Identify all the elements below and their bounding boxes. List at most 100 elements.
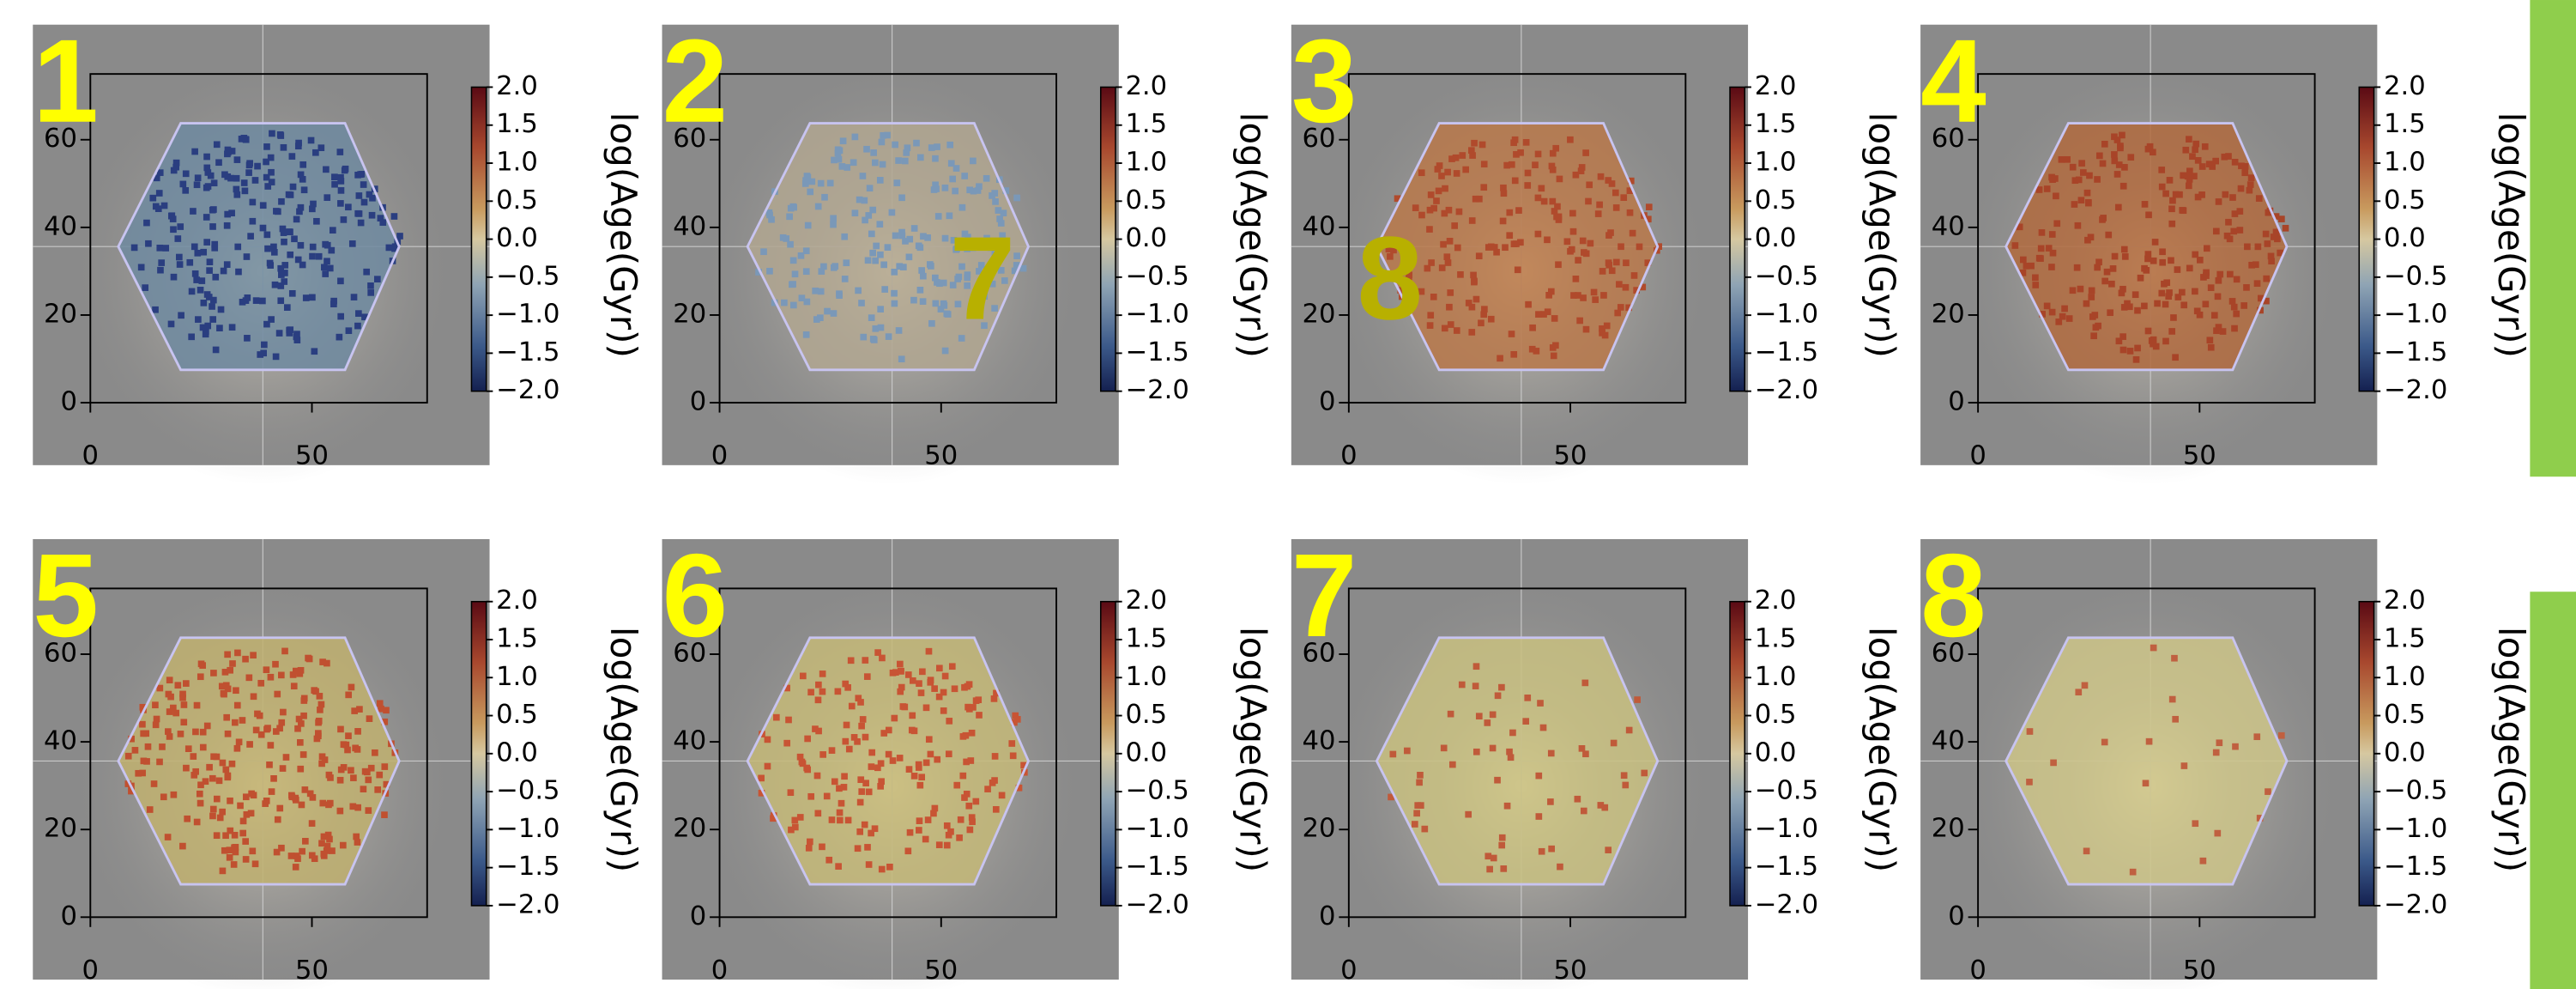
spaxel [2163, 279, 2170, 286]
spaxel [158, 259, 165, 266]
spaxel [337, 277, 344, 284]
spaxel [321, 834, 328, 840]
colorbar-tick-label: −2.0 [496, 889, 559, 919]
spaxel [837, 817, 844, 824]
spaxel [879, 866, 886, 873]
spaxel [156, 759, 163, 766]
spaxel [214, 754, 221, 761]
spaxel [840, 137, 847, 144]
colorbar-tick-label: −0.5 [1125, 261, 1188, 291]
spaxel [2234, 276, 2240, 283]
panel: 02040600502.01.51.00.50.0−0.5−1.0−1.5−2.… [662, 15, 1274, 485]
spaxel [2121, 164, 2128, 171]
spaxel [972, 798, 979, 805]
spaxel [338, 767, 345, 774]
spaxel [1535, 195, 1542, 202]
spaxel [224, 651, 231, 658]
spaxel [269, 179, 275, 185]
spaxel [1581, 808, 1587, 815]
spaxel [183, 170, 190, 177]
spaxel [1439, 264, 1446, 271]
y-tick-label: 20 [1932, 814, 1965, 844]
spaxel [2049, 309, 2056, 316]
spaxel [1454, 170, 1460, 177]
spaxel [1532, 161, 1539, 168]
spaxel [209, 813, 216, 820]
spaxel [1544, 236, 1551, 243]
spaxel [836, 786, 843, 792]
y-tick-label: 40 [1303, 726, 1336, 756]
spaxel [999, 792, 1006, 799]
spaxel [194, 702, 201, 709]
spaxel [200, 744, 207, 751]
colorbar-tick-label: 1.5 [496, 109, 538, 139]
spaxel [989, 780, 996, 786]
spaxel [220, 868, 227, 875]
panel-number: 8 [1920, 530, 1986, 662]
colorbar-tick-label: 0.5 [496, 700, 538, 730]
spaxel [281, 648, 288, 655]
spaxel [946, 718, 952, 725]
spaxel [224, 222, 231, 229]
spaxel [788, 789, 795, 796]
spaxel [2248, 174, 2255, 181]
spaxel [1506, 209, 1513, 216]
spaxel [142, 284, 148, 291]
spaxel [269, 130, 275, 137]
spaxel [313, 218, 320, 225]
spaxel [1525, 301, 1532, 308]
colorbar-tick-label: −2.0 [1125, 889, 1188, 919]
spaxel [310, 244, 317, 251]
spaxel [2122, 253, 2129, 260]
spaxel [318, 840, 325, 846]
spaxel [192, 270, 199, 277]
spaxel [192, 768, 199, 775]
spaxel [217, 815, 224, 822]
colorbar-tick-label: 1.5 [2384, 109, 2426, 139]
spaxel [2186, 183, 2192, 190]
spaxel [877, 783, 884, 790]
spaxel [961, 794, 968, 801]
spaxel [958, 816, 964, 823]
spaxel [254, 711, 261, 718]
spaxel [234, 244, 241, 251]
spaxel [203, 239, 210, 246]
spaxel [243, 856, 250, 863]
spaxel [969, 818, 976, 825]
spaxel [1478, 319, 1485, 326]
spaxel [228, 209, 235, 216]
spaxel [337, 200, 344, 207]
colorbar-tick-label: −2.0 [496, 375, 559, 405]
spaxel [1573, 172, 1580, 179]
spaxel [2142, 201, 2149, 208]
colorbar-label: log(Age(Gyr)) [1231, 627, 1273, 872]
colorbar-tick-label: −2.0 [1755, 889, 1818, 919]
spaxel [841, 234, 848, 240]
spaxel [2089, 313, 2096, 320]
spaxel [941, 302, 948, 309]
colorbar-tick-label: −1.5 [496, 852, 559, 882]
spaxel [1428, 191, 1435, 198]
spaxel [191, 149, 198, 155]
spaxel [850, 159, 857, 166]
spaxel [1442, 325, 1448, 332]
spaxel [245, 674, 252, 681]
spaxel [1481, 306, 1488, 312]
spaxel [348, 767, 354, 774]
spaxel [852, 134, 859, 141]
spaxel [917, 244, 924, 251]
spaxel [319, 800, 326, 807]
spaxel [210, 297, 217, 304]
spaxel [138, 264, 145, 270]
spaxel [386, 245, 393, 252]
spaxel [868, 830, 874, 837]
spaxel [855, 845, 862, 852]
spaxel [963, 732, 970, 739]
spaxel [2175, 294, 2182, 300]
colorbar-tick-label: 1.5 [1755, 624, 1797, 654]
x-tick-label: 50 [1554, 441, 1587, 471]
spaxel [2119, 333, 2126, 340]
spaxel [247, 233, 254, 240]
y-tick-label: 0 [1319, 901, 1336, 931]
spaxel [132, 747, 139, 754]
